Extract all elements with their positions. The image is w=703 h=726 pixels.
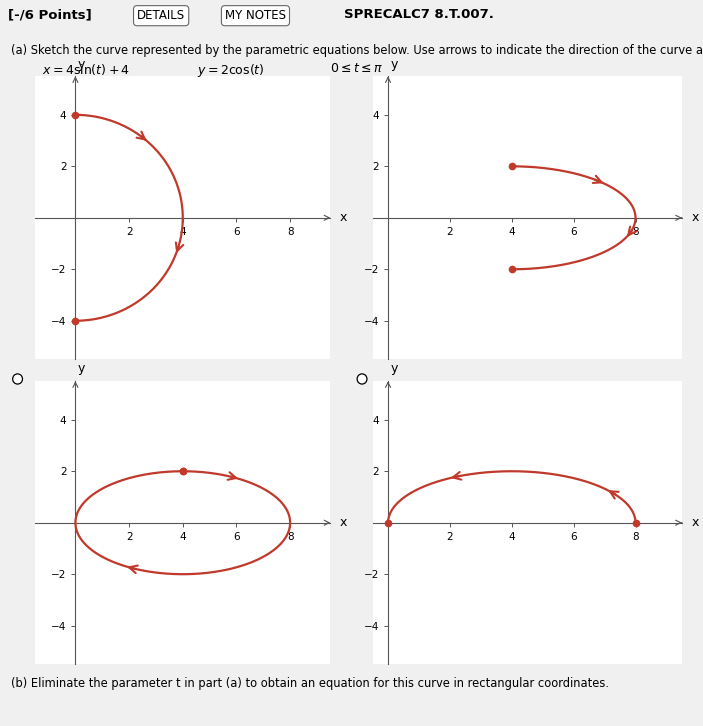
- Text: [-/6 Points]: [-/6 Points]: [8, 8, 92, 21]
- Text: x: x: [340, 211, 347, 224]
- Text: MY NOTES: MY NOTES: [225, 9, 286, 23]
- Text: x: x: [340, 516, 347, 529]
- Text: (a) Sketch the curve represented by the parametric equations below. Use arrows t: (a) Sketch the curve represented by the …: [11, 44, 703, 57]
- Text: y: y: [77, 57, 85, 70]
- Text: $0 \leq t \leq \pi$: $0 \leq t \leq \pi$: [330, 62, 384, 75]
- Text: (b) Eliminate the parameter t in part (a) to obtain an equation for this curve i: (b) Eliminate the parameter t in part (a…: [11, 677, 609, 690]
- Text: $x = 4\sin(t) + 4$: $x = 4\sin(t) + 4$: [42, 62, 130, 77]
- Text: SPRECALC7 8.T.007.: SPRECALC7 8.T.007.: [344, 8, 494, 21]
- Text: y: y: [391, 57, 398, 70]
- Text: x: x: [691, 211, 699, 224]
- Text: $y = 2\cos(t)$: $y = 2\cos(t)$: [197, 62, 264, 78]
- Text: DETAILS: DETAILS: [137, 9, 185, 23]
- Text: x: x: [691, 516, 699, 529]
- Text: y: y: [77, 362, 85, 375]
- Text: y: y: [391, 362, 398, 375]
